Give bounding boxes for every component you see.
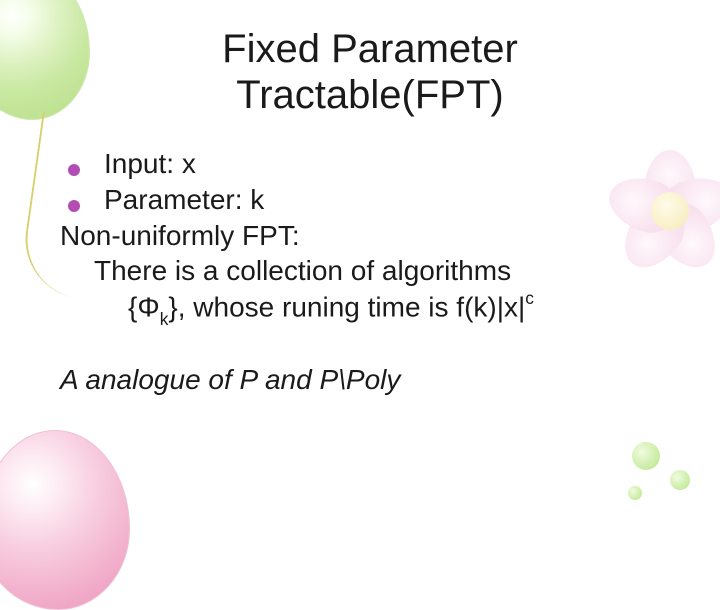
slide-content: Fixed Parameter Tractable(FPT) Input: x …: [0, 0, 720, 398]
nonuniform-line-2: {Φk}, whose runing time is f(k)|x|c: [128, 289, 680, 328]
bullet-dot-icon: [68, 200, 80, 212]
bullet-item: Parameter: k: [68, 182, 680, 218]
balloon-pink-icon: [0, 430, 130, 610]
nonuniform-heading: Non-uniformly FPT:: [60, 218, 680, 254]
bullet-text: Input: x: [104, 146, 196, 182]
bullet-item: Input: x: [68, 146, 680, 182]
footer-analogue: A analogue of P and P\Poly: [60, 362, 680, 398]
dot-icon: [632, 442, 660, 470]
dot-icon: [628, 486, 642, 500]
bullet-dot-icon: [68, 164, 80, 176]
slide-body: Input: x Parameter: k Non-uniformly FPT:…: [60, 146, 680, 398]
slide-title: Fixed Parameter Tractable(FPT): [60, 26, 680, 118]
dot-icon: [670, 470, 690, 490]
title-line-2: Tractable(FPT): [236, 73, 503, 117]
bullet-text: Parameter: k: [104, 182, 264, 218]
title-line-1: Fixed Parameter: [222, 27, 518, 71]
nonuniform-line-1: There is a collection of algorithms: [94, 253, 680, 289]
